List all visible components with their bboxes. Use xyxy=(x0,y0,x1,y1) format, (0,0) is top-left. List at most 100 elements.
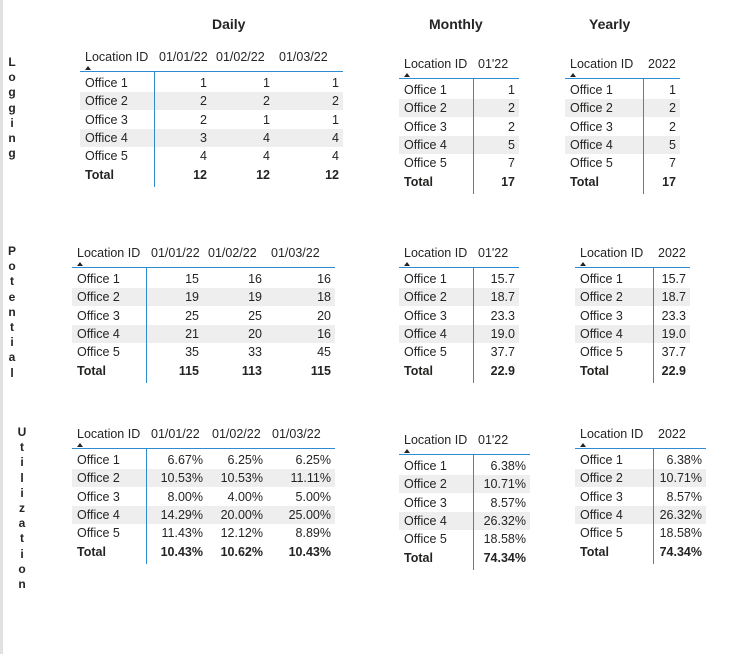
table-row[interactable]: Office 5 7 xyxy=(565,154,680,172)
table-row[interactable]: Office 1 1 xyxy=(565,81,680,99)
sort-ascending-icon[interactable] xyxy=(580,443,586,447)
column-header-location-id[interactable]: Location ID xyxy=(85,50,149,64)
table-row[interactable]: Office 3 2 1 1 xyxy=(80,111,343,129)
sort-ascending-icon[interactable] xyxy=(404,73,410,77)
sort-ascending-icon[interactable] xyxy=(580,262,586,266)
table-row[interactable]: Office 5 35 33 45 xyxy=(72,343,335,361)
value-cell: 10.53% xyxy=(160,471,203,486)
column-header[interactable]: 01/03/22 xyxy=(272,427,321,441)
table-row[interactable]: Office 4 19.0 xyxy=(399,324,519,343)
table-row[interactable]: Office 3 8.00% 4.00% 5.00% xyxy=(72,488,335,506)
table-row[interactable]: Office 1 6.38% xyxy=(575,451,706,469)
column-header-location-id[interactable]: Location ID xyxy=(570,57,634,71)
total-row[interactable]: Total 22.9 xyxy=(575,362,690,380)
value-cell: 1 xyxy=(200,76,207,90)
table-row[interactable]: Office 3 23.3 xyxy=(575,307,690,325)
column-header[interactable]: 01/03/22 xyxy=(279,50,328,64)
table-row[interactable]: Office 3 25 25 20 xyxy=(72,307,335,325)
table-row[interactable]: Office 2 10.71% xyxy=(575,469,706,488)
table-row[interactable]: Office 3 8.57% xyxy=(399,494,530,512)
table-row[interactable]: Office 3 2 xyxy=(399,118,519,136)
total-row[interactable]: Total 22.9 xyxy=(399,362,519,380)
table-row[interactable]: Office 2 18.7 xyxy=(399,288,519,307)
sort-ascending-icon[interactable] xyxy=(570,73,576,77)
table-row[interactable]: Office 5 4 4 4 xyxy=(80,147,343,165)
column-separator xyxy=(653,267,654,383)
table-row[interactable]: Office 3 23.3 xyxy=(399,307,519,325)
column-header[interactable]: 2022 xyxy=(658,246,686,260)
sort-ascending-icon[interactable] xyxy=(85,66,91,70)
value-cell: 2 xyxy=(669,101,676,116)
column-header[interactable]: 01/01/22 xyxy=(151,246,200,260)
column-header-location-id[interactable]: Location ID xyxy=(77,427,141,441)
column-header-location-id[interactable]: Location ID xyxy=(580,427,644,441)
table-row[interactable]: Office 1 15.7 xyxy=(399,270,519,288)
value-cell: 25.00% xyxy=(288,507,331,522)
column-header[interactable]: 01/02/22 xyxy=(212,427,261,441)
total-row[interactable]: Total 17 xyxy=(399,173,519,191)
total-label: Total xyxy=(85,167,114,182)
table-row[interactable]: Office 1 6.38% xyxy=(399,457,530,475)
table-row[interactable]: Office 1 6.67% 6.25% 6.25% xyxy=(72,451,335,469)
table-row[interactable]: Office 2 10.71% xyxy=(399,475,530,494)
table-row[interactable]: Office 3 8.57% xyxy=(575,488,706,506)
total-row[interactable]: Total 74.34% xyxy=(399,549,530,567)
total-row[interactable]: Total 17 xyxy=(565,173,680,191)
column-header-location-id[interactable]: Location ID xyxy=(77,246,141,260)
table-row[interactable]: Office 4 5 xyxy=(565,135,680,154)
table-row[interactable]: Office 5 11.43% 12.12% 8.89% xyxy=(72,524,335,542)
sort-ascending-icon[interactable] xyxy=(77,262,83,266)
column-header-location-id[interactable]: Location ID xyxy=(404,433,468,447)
table-row[interactable]: Office 2 18.7 xyxy=(575,288,690,307)
column-header[interactable]: 01'22 xyxy=(478,57,509,71)
table-row[interactable]: Office 2 2 xyxy=(399,99,519,118)
table-row[interactable]: Office 4 26.32% xyxy=(575,505,706,524)
column-header[interactable]: 2022 xyxy=(648,57,676,71)
vertical-letter: P xyxy=(7,244,16,258)
table-row[interactable]: Office 5 18.58% xyxy=(399,530,530,548)
column-header[interactable]: 2022 xyxy=(658,427,686,441)
total-row[interactable]: Total 74.34% xyxy=(575,543,706,561)
value-cell: 8.00% xyxy=(167,489,203,504)
table-row[interactable]: Office 5 37.7 xyxy=(399,343,519,361)
total-row[interactable]: Total 10.43% 10.62% 10.43% xyxy=(72,543,335,561)
table-row[interactable]: Office 2 19 19 18 xyxy=(72,288,335,307)
sort-ascending-icon[interactable] xyxy=(404,449,410,453)
table-row[interactable]: Office 4 19.0 xyxy=(575,324,690,343)
column-header[interactable]: 01/01/22 xyxy=(159,50,208,64)
column-header[interactable]: 01/03/22 xyxy=(271,246,320,260)
column-header[interactable]: 01/01/22 xyxy=(151,427,200,441)
location-cell: Office 2 xyxy=(580,471,623,486)
table-row[interactable]: Office 4 3 4 4 xyxy=(80,128,343,147)
total-row[interactable]: Total 12 12 12 xyxy=(80,166,343,184)
table-row[interactable]: Office 1 1 1 1 xyxy=(80,74,343,92)
column-header-location-id[interactable]: Location ID xyxy=(404,246,468,260)
column-header-location-id[interactable]: Location ID xyxy=(580,246,644,260)
total-label: Total xyxy=(580,363,609,378)
table-row[interactable]: Office 4 21 20 16 xyxy=(72,324,335,343)
column-header[interactable]: 01'22 xyxy=(478,433,509,447)
table-row[interactable]: Office 4 14.29% 20.00% 25.00% xyxy=(72,505,335,524)
table-row[interactable]: Office 2 10.53% 10.53% 11.11% xyxy=(72,469,335,488)
table-row[interactable]: Office 5 37.7 xyxy=(575,343,690,361)
sort-ascending-icon[interactable] xyxy=(404,262,410,266)
table-row[interactable]: Office 3 2 xyxy=(565,118,680,136)
table-row[interactable]: Office 5 7 xyxy=(399,154,519,172)
column-header[interactable]: 01/02/22 xyxy=(208,246,257,260)
value-cell: 10.71% xyxy=(659,471,702,486)
total-row[interactable]: Total 115 113 115 xyxy=(72,362,335,380)
table-row[interactable]: Office 4 5 xyxy=(399,135,519,154)
column-header-location-id[interactable]: Location ID xyxy=(404,57,468,71)
table-row[interactable]: Office 4 26.32% xyxy=(399,511,530,530)
table-row[interactable]: Office 2 2 xyxy=(565,99,680,118)
table-row[interactable]: Office 5 18.58% xyxy=(575,524,706,542)
table-row[interactable]: Office 1 1 xyxy=(399,81,519,99)
table-row[interactable]: Office 1 15 16 16 xyxy=(72,270,335,288)
column-header[interactable]: 01/02/22 xyxy=(216,50,265,64)
table-row[interactable]: Office 2 2 2 2 xyxy=(80,92,343,111)
column-header[interactable]: 01'22 xyxy=(478,246,509,260)
sort-ascending-icon[interactable] xyxy=(77,443,83,447)
location-cell: Office 4 xyxy=(85,130,128,145)
value-cell: 14.29% xyxy=(160,507,203,522)
table-row[interactable]: Office 1 15.7 xyxy=(575,270,690,288)
